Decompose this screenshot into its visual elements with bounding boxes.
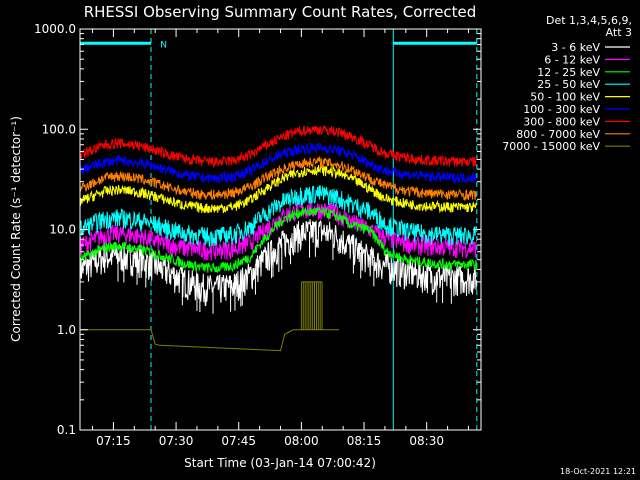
legend-label: 6 - 12 keV — [544, 53, 600, 66]
timestamp: 18-Oct-2021 12:21 — [560, 467, 636, 476]
chart-title: RHESSI Observing Summary Count Rates, Co… — [84, 3, 477, 21]
series-300-800keV — [79, 125, 477, 169]
annotation-0: N — [160, 40, 167, 50]
x-axis: 07:15 07:30 07:45 08:00 08:15 08:30 — [92, 29, 469, 448]
y-tick-label: 10.0 — [49, 223, 76, 237]
y-tick-label: 100.0 — [42, 122, 76, 136]
x-tick-label: 07:15 — [96, 434, 131, 448]
legend-header: Det 1,3,4,5,6,9, — [546, 14, 632, 27]
legend-label: 50 - 100 keV — [530, 91, 600, 104]
series-line-3 — [79, 185, 477, 248]
series-7000-15000keV — [80, 281, 339, 352]
series-6-12keV — [79, 199, 477, 261]
series-3-6keV — [79, 219, 477, 314]
x-tick-label: 07:45 — [221, 434, 256, 448]
plot-area: N — [79, 29, 478, 430]
series-line-7 — [79, 155, 477, 202]
series-line-5 — [79, 142, 477, 185]
legend-label: 100 - 300 keV — [523, 103, 600, 116]
y-tick-label: 1000.0 — [34, 22, 76, 36]
y-axis: 0.1 1.0 10.0 100.0 1000.0 — [34, 22, 481, 437]
series-50-100keV — [79, 164, 477, 214]
series-line-2 — [79, 206, 477, 274]
legend-label: 12 - 25 keV — [537, 66, 600, 79]
series-line-6 — [79, 125, 477, 169]
y-tick-label: 0.1 — [57, 423, 76, 437]
legend-label: 300 - 800 keV — [523, 115, 600, 128]
legend-label: 800 - 7000 keV — [516, 128, 600, 141]
y-axis-label: Corrected Count Rate (s⁻¹ detector⁻¹) — [9, 116, 23, 342]
legend-header: Att 3 — [606, 26, 632, 39]
legend-label: 7000 - 15000 keV — [502, 140, 600, 153]
legend-label: 25 - 50 keV — [537, 78, 600, 91]
x-tick-label: 07:30 — [159, 434, 194, 448]
series-line-1 — [79, 199, 477, 261]
x-tick-label: 08:00 — [284, 434, 319, 448]
series-line-7000-15000 — [80, 329, 339, 352]
series-12-25keV — [79, 206, 477, 274]
series-25-50keV — [79, 185, 477, 248]
series-100-300keV — [79, 142, 477, 185]
x-tick-label: 08:15 — [347, 434, 382, 448]
series-800-7000keV — [79, 155, 477, 202]
x-tick-label: 08:30 — [409, 434, 444, 448]
y-tick-label: 1.0 — [57, 323, 76, 337]
legend-label: 3 - 6 keV — [551, 41, 600, 54]
series-line-4 — [79, 164, 477, 214]
x-axis-label: Start Time (03-Jan-14 07:00:42) — [184, 456, 376, 470]
